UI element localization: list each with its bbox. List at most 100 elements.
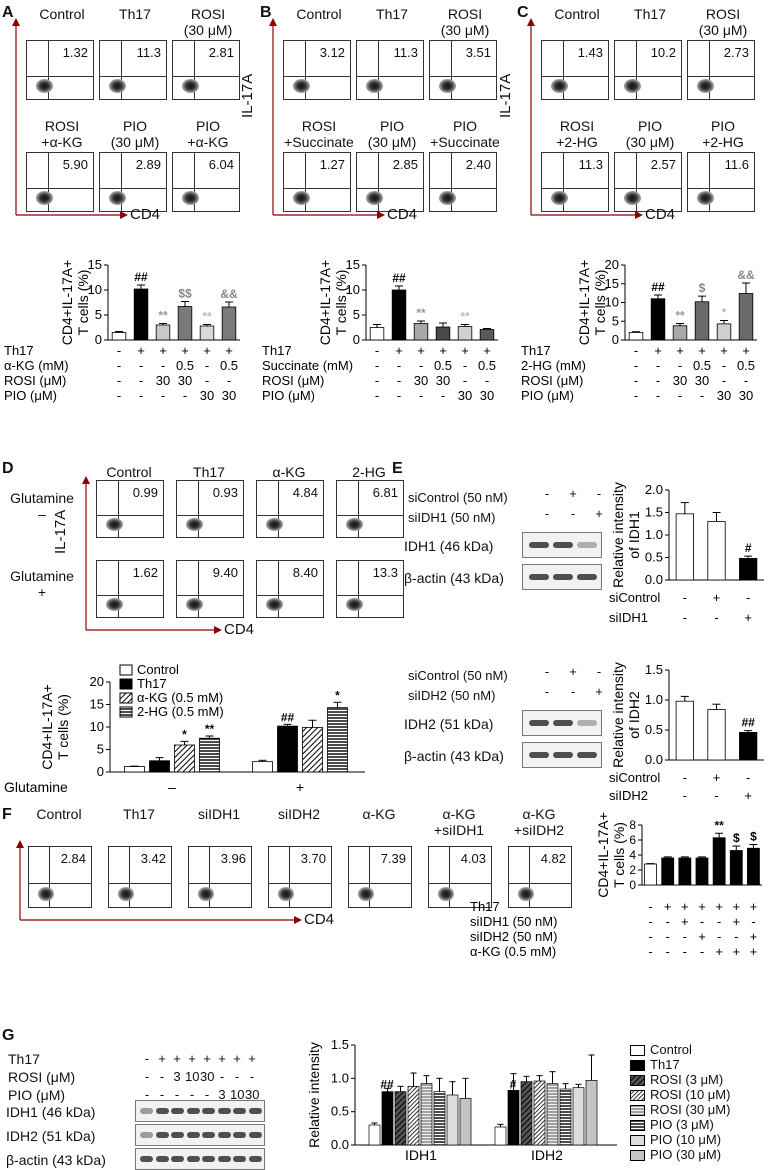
flow-plot: 9.40	[176, 560, 244, 618]
gate-line-h	[257, 514, 323, 516]
table-cell: +	[395, 343, 403, 358]
table-cell: +	[203, 1051, 211, 1066]
cell-population	[266, 517, 284, 532]
bar-chart-a: 0 5 10 15 ## ** $$ ** && CD4+IL-17A+ T cells (%) Th…	[4, 257, 240, 403]
flow-header: α-KG	[522, 806, 556, 822]
gate-percentage: 6.04	[208, 157, 234, 172]
gate-line-h	[27, 187, 93, 189]
y-tick-label: 15	[88, 257, 102, 272]
y-tick-label: 20	[605, 257, 619, 272]
bar	[327, 707, 348, 773]
flow-header: 2-HG	[352, 464, 386, 480]
table-cell: -	[634, 358, 638, 373]
table-cell: -	[397, 388, 401, 403]
cell-population	[36, 191, 54, 206]
bar	[252, 761, 273, 773]
y-tick-label: 2	[629, 863, 636, 877]
legend-label: 2-HG (0.5 mM)	[137, 704, 224, 719]
table-cell: -	[746, 590, 750, 605]
blot-label: β-actin (43 kDa)	[6, 1152, 106, 1168]
table-cell: +	[713, 590, 721, 605]
flow-header: +2-HG	[702, 134, 744, 150]
table-cell: -	[139, 388, 143, 403]
blot-label: β-actin (43 kDa)	[404, 570, 504, 586]
table-cell: -	[139, 373, 143, 388]
table-row-label: Th17	[521, 343, 551, 358]
table-cell: -	[722, 373, 726, 388]
table-cell: -	[714, 610, 718, 625]
bar	[407, 1085, 420, 1146]
bar	[546, 1083, 559, 1146]
flow-header: Control	[296, 6, 342, 22]
y-tick-label: 6	[629, 833, 636, 847]
gate-line-h	[100, 187, 166, 189]
table-cell: +	[664, 899, 672, 914]
significance-label: $	[750, 830, 757, 844]
gate-line-v	[278, 561, 280, 617]
table-cell: +	[439, 343, 447, 358]
table-cell: -	[678, 388, 682, 403]
y-tick-label: 1.5	[645, 505, 663, 520]
gate-percentage: 2.57	[650, 157, 676, 172]
flow-plot: 11.3	[541, 152, 609, 212]
table-row-label: Th17	[470, 899, 500, 914]
table-cell: -	[159, 1069, 165, 1084]
y-tick-label: 0.5	[645, 550, 663, 565]
axis-label-cd4: CD4	[387, 206, 418, 223]
x-axis-label: Glutamine	[4, 779, 68, 795]
western-blot	[522, 564, 602, 590]
y-tick-label: 0.0	[645, 572, 663, 587]
y-tick-label: 5	[95, 307, 102, 322]
table-cell: 10	[230, 1087, 245, 1102]
table-cell: +	[203, 343, 211, 358]
flow-plot: 6.81	[336, 480, 404, 538]
flow-header: (30 μM)	[625, 134, 675, 150]
table-cell: -	[463, 373, 467, 388]
flow-header: ROSI	[705, 6, 741, 22]
blot-band	[217, 1132, 231, 1138]
table-cell: -	[249, 1069, 255, 1084]
blot-label: IDH2 (51 kDa)	[6, 1128, 96, 1144]
y-axis-label: T cells (%)	[75, 270, 91, 336]
flow-header: α-KG	[442, 806, 476, 822]
table-row-label: siControl	[609, 770, 660, 785]
blot-band	[140, 1132, 153, 1138]
table-cell: -	[656, 388, 660, 403]
gate-percentage: 2.40	[465, 157, 491, 172]
bar	[712, 837, 726, 886]
blot-label: IDH1 (46 kDa)	[6, 1104, 96, 1120]
bar	[368, 1124, 381, 1146]
blot-band	[155, 1108, 169, 1114]
legend-label: Th17	[137, 676, 167, 691]
significance-label: ##	[651, 280, 665, 294]
blot-band	[202, 1156, 215, 1162]
y-tick-label: 0	[97, 764, 104, 779]
legend-swatch-fill	[630, 1119, 645, 1131]
legend-label: ROSI (3 μM)	[650, 1072, 724, 1087]
panel-letter-b: B	[260, 4, 272, 21]
flow-header: +α-KG	[187, 134, 229, 150]
gate-line-h	[430, 187, 496, 189]
gate-line-h	[688, 187, 754, 189]
table-cell: +	[720, 343, 728, 358]
cell-population	[37, 886, 54, 901]
table-cell: +	[750, 929, 758, 944]
bar	[661, 857, 675, 886]
flow-plot: 1.32	[26, 40, 94, 100]
blot-band	[171, 1132, 184, 1138]
blot-band	[140, 1108, 153, 1114]
table-cell: -	[397, 358, 401, 373]
flow-header: Control	[554, 6, 600, 22]
table-cell: -	[700, 388, 704, 403]
table-cell: +	[158, 1051, 166, 1066]
y-axis-label: T cells (%)	[611, 822, 627, 888]
gate-percentage: 11.3	[578, 157, 603, 172]
flow-header: +Succinate	[430, 134, 500, 150]
table-cell: -	[139, 358, 143, 373]
table-cell: +	[676, 343, 684, 358]
bar	[739, 732, 758, 761]
gate-line-h	[189, 883, 251, 884]
table-cell: 30	[436, 373, 450, 388]
cell-population	[197, 886, 214, 901]
